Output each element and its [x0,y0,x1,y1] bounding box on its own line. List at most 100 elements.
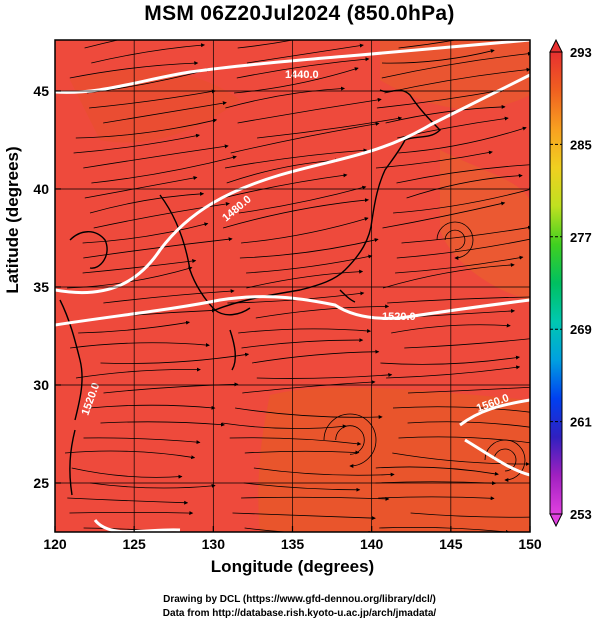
streamline [84,40,120,49]
streamline [380,355,520,365]
streamline [229,437,362,446]
streamline [256,372,393,379]
izu-coast [339,289,356,303]
circulation-swirl-2 [484,439,526,482]
streamline [255,304,390,319]
korea-coast [159,194,251,316]
colorbar-tick-label-4: 285 [570,137,592,152]
streamline [378,496,495,501]
contour-1560 [459,398,530,427]
streamline [221,422,347,429]
x-tick-label-5: 145 [439,536,463,552]
streamline [404,338,530,349]
streamline [224,148,368,169]
streamline [246,269,364,289]
streamline [69,61,199,79]
streamline [386,365,521,379]
y-tick-label-0: 25 [33,475,49,491]
streamline [83,144,229,169]
streamline [239,185,367,214]
streamline [91,43,206,64]
streamline [64,450,196,460]
circulation-swirl-inner-0 [444,229,466,251]
streamline [232,512,376,521]
streamline [398,436,530,444]
streamline [407,421,530,428]
y-tick-label-1: 30 [33,377,49,393]
streamline [89,191,205,214]
streamline [234,67,359,94]
circulation-swirl-0 [436,221,474,260]
streamline [82,222,209,244]
streamline [103,101,227,124]
taiwan-coast [69,429,76,496]
streamline [246,43,364,64]
y-axis-ticks: 25 30 35 40 45 [33,83,61,491]
streamline [382,201,506,229]
streamline [375,466,499,476]
x-axis-label: Longitude (degrees) [210,557,375,576]
streamline [392,406,530,413]
shandong-coast [69,231,108,269]
streamline [239,238,379,259]
contour-label-0: 1440.0 [285,69,319,81]
y-axis-label: Latitude (degrees) [3,146,22,294]
streamline [230,121,380,154]
streamline [381,49,495,64]
streamline [236,57,370,79]
streamline [387,296,530,304]
streamline [90,482,216,489]
streamline [241,217,369,244]
streamline [78,320,190,334]
x-tick-label-6: 150 [518,536,542,552]
streamline [237,40,295,49]
wind-streamlines [64,40,530,532]
y-tick-label-3: 40 [33,181,49,197]
streamline [252,349,380,364]
streamline [244,527,373,532]
streamline [376,88,505,109]
grid-lines [55,40,530,532]
height-contours [55,40,530,532]
streamline [396,238,530,259]
chart-title: MSM 06Z20Jul2024 (850.0hPa) [144,2,455,25]
circulation-swirl-inner-1 [335,425,365,455]
colorbar-tick-label-5: 293 [570,45,592,60]
streamline [398,126,527,154]
streamline [381,51,530,79]
streamline [69,511,194,516]
x-tick-label-4: 140 [360,536,384,552]
colorbar-tick-label-0: 253 [570,507,592,522]
streamline [67,497,189,505]
streamline [407,386,530,394]
x-tick-label-3: 135 [281,536,305,552]
contour-label-2: 1520.0 [382,311,416,323]
japan-honshu-coast [214,139,406,311]
streamline [253,467,395,477]
streamline [393,187,530,214]
china-coast [59,299,83,421]
streamline [410,512,530,518]
streamline [241,338,364,349]
streamline [70,342,210,349]
y-tick-label-4: 45 [33,83,49,99]
footer-credit: Drawing by DCL (https://www.gfd-dennou.o… [163,594,436,605]
streamline [382,263,515,289]
x-tick-label-1: 125 [122,536,146,552]
streamline [103,289,235,304]
colorbar: 253 261 269 277 285 293 [549,38,592,528]
streamline [237,97,382,124]
kyushu-coast [229,329,237,371]
streamline [73,133,200,154]
contour-1480 [55,73,530,295]
streamline [384,67,530,94]
streamline [83,437,201,445]
streamline [100,352,250,364]
contour-1560b [464,438,530,477]
streamline [379,527,510,532]
streamline [75,118,218,139]
streamline [84,176,198,199]
streamline [100,421,225,427]
colorbar-tick-label-3: 277 [570,230,592,245]
streamline [235,407,383,420]
